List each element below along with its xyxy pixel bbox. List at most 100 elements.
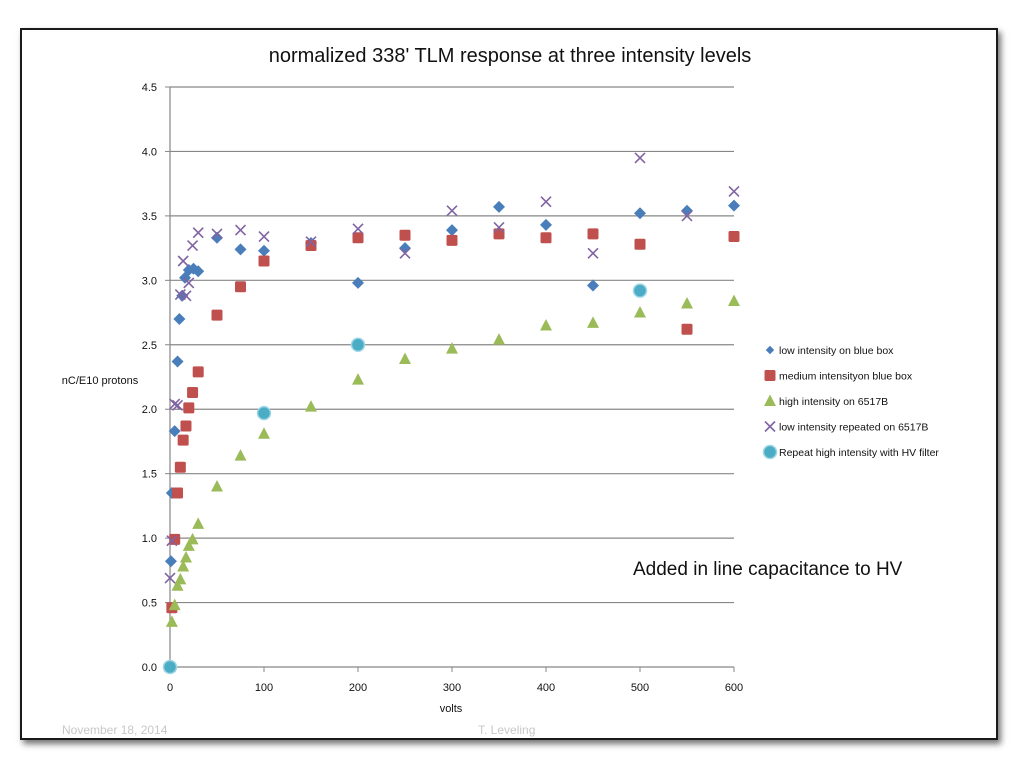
y-tick-label: 0.0	[142, 662, 157, 674]
y-tick-label: 4.5	[142, 82, 157, 94]
legend-symbol	[762, 444, 778, 460]
data-point-triangle	[634, 306, 646, 318]
x-stroke	[634, 152, 646, 164]
data-point-x	[186, 239, 199, 252]
data-point-x	[728, 185, 740, 197]
data-point-square	[180, 420, 192, 432]
data-point-triangle	[446, 342, 458, 354]
x-stroke	[258, 230, 270, 243]
x-stroke	[540, 196, 552, 208]
data-point-triangle	[168, 598, 181, 611]
data-point-diamond	[164, 555, 177, 568]
data-point-diamond	[234, 243, 247, 256]
data-point-square	[177, 434, 189, 446]
data-point-diamond	[168, 425, 181, 438]
data-point-triangle	[258, 427, 270, 439]
footer-date: November 18, 2014	[62, 723, 168, 737]
data-point-triangle	[540, 318, 552, 331]
data-point-square	[187, 386, 199, 398]
data-point-triangle	[165, 615, 178, 627]
data-point-square	[587, 228, 599, 240]
data-point-x	[305, 236, 317, 248]
data-point-square	[352, 232, 364, 244]
x-stroke	[177, 255, 189, 267]
data-point-triangle	[186, 532, 199, 545]
x-stroke	[764, 420, 776, 433]
slide-frame	[20, 28, 998, 740]
y-tick-label: 4.0	[142, 146, 157, 158]
data-point-triangle	[192, 517, 205, 529]
data-point-triangle	[681, 297, 693, 309]
x-stroke	[587, 247, 599, 259]
data-point-circle	[256, 405, 272, 421]
data-point-x	[177, 255, 189, 267]
data-point-x	[540, 196, 552, 208]
y-tick-label: 1.0	[142, 533, 157, 545]
data-point-diamond	[211, 231, 223, 244]
data-point-x	[399, 247, 411, 259]
data-point-x	[258, 230, 270, 243]
data-marks	[162, 152, 740, 675]
data-point-square	[493, 228, 505, 240]
data-point-square	[728, 231, 740, 243]
x-tick-label: 600	[725, 682, 743, 694]
data-point-square	[681, 323, 693, 335]
legend-symbol	[764, 370, 776, 381]
chart-annotation: Added in line capacitance to HV	[633, 559, 903, 580]
data-point-x	[171, 399, 184, 411]
x-stroke	[192, 227, 204, 239]
legend-label: low intensity on blue box	[779, 345, 894, 357]
data-point-x	[587, 247, 599, 259]
data-point-triangle	[174, 572, 187, 585]
data-point-square	[169, 533, 181, 545]
x-tick-label: 400	[537, 682, 555, 694]
data-point-triangle	[179, 550, 192, 563]
x-stroke	[186, 239, 199, 252]
data-point-square	[446, 234, 458, 246]
data-point-x	[169, 398, 181, 410]
data-point-triangle	[399, 352, 411, 364]
data-point-triangle	[211, 480, 223, 492]
x-stroke	[183, 277, 195, 289]
data-point-triangle	[352, 373, 364, 385]
legend-label: medium intensityon blue box	[779, 371, 913, 383]
data-point-diamond	[171, 355, 184, 368]
y-tick-label: 2.0	[142, 404, 157, 416]
x-axis-title: volts	[440, 703, 463, 715]
legend-symbol	[765, 345, 775, 355]
footer-author: T. Leveling	[478, 723, 536, 737]
x-stroke	[169, 398, 181, 410]
y-tick-label: 0.5	[142, 598, 157, 610]
data-point-x	[183, 277, 195, 289]
legend-label: low intensity repeated on 6517B	[779, 422, 928, 434]
data-point-diamond	[493, 200, 505, 213]
x-stroke	[211, 228, 223, 240]
data-point-diamond	[587, 279, 599, 292]
data-point-square	[305, 240, 317, 252]
data-point-diamond	[728, 199, 740, 212]
data-point-x	[493, 221, 505, 234]
data-point-diamond	[540, 218, 552, 231]
data-point-triangle	[728, 294, 740, 306]
data-point-x	[164, 572, 176, 584]
data-point-x	[352, 223, 364, 235]
data-point-circle	[350, 337, 366, 353]
legend-symbol	[764, 420, 776, 433]
data-point-square	[399, 229, 411, 241]
x-tick-label: 200	[349, 682, 367, 694]
data-point-square	[211, 309, 223, 321]
y-tick-label: 2.5	[142, 340, 157, 352]
data-point-triangle	[493, 333, 505, 345]
data-point-diamond	[173, 313, 186, 325]
data-point-triangle	[177, 559, 190, 572]
x-tick-label: 0	[167, 682, 173, 694]
x-tick-label: 300	[443, 682, 461, 694]
y-tick-label: 3.0	[142, 275, 157, 287]
y-tick-label: 3.5	[142, 211, 157, 223]
legend-label: high intensity on 6517B	[779, 396, 888, 408]
x-tick-label: 100	[255, 682, 273, 694]
data-point-triangle	[305, 400, 317, 412]
data-point-circle	[632, 283, 648, 298]
data-point-diamond	[446, 224, 458, 237]
